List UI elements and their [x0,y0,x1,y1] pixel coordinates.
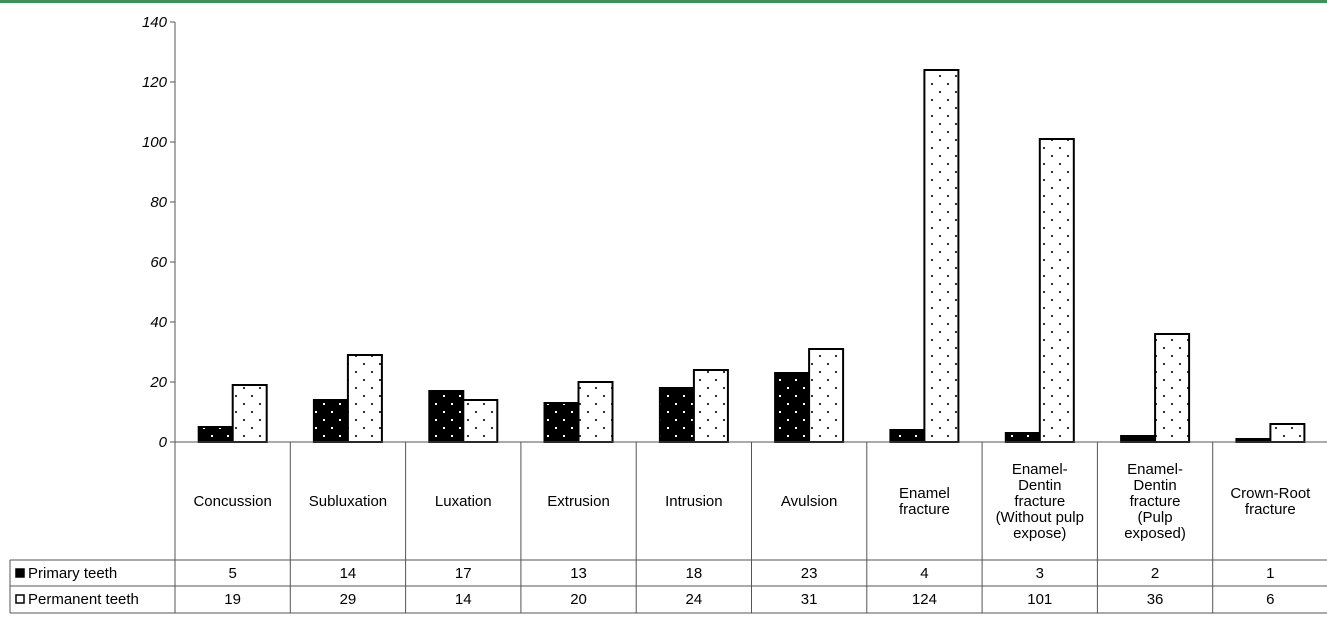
legend-swatch-permanent [15,594,25,604]
table-cell-value: 14 [455,591,472,608]
category-label: Avulsion [781,493,837,510]
bar-primary [774,372,811,443]
table-cell-value: 17 [455,565,472,582]
bar-primary [543,402,580,443]
table-cell-value: 13 [570,565,587,582]
legend-label: Primary teeth [28,565,117,582]
bar-permanent [923,69,960,443]
table-cell-value: 101 [1027,591,1052,608]
table-cell-value: 18 [686,565,703,582]
category-label: Luxation [435,493,492,510]
y-tick-label: 20 [149,374,167,391]
legend-swatch-primary [15,568,25,578]
table-cell-value: 124 [912,591,937,608]
top-rule [0,0,1327,3]
bar-permanent [231,384,268,443]
bar-primary [889,429,926,443]
bar-permanent [346,354,383,443]
category-label: Crown-Root fracture [1230,485,1311,518]
y-tick-label: 100 [142,134,168,151]
table-cell-value: 4 [920,565,928,582]
bar-primary [428,390,465,443]
bar-permanent [577,381,614,443]
bar-primary [312,399,349,443]
table-cell-value: 14 [340,565,357,582]
bar-permanent [692,369,729,443]
category-label: Enamel-Dentin fracture (Without pulp expose… [996,461,1084,542]
y-tick-label: 80 [150,194,167,211]
bars [197,69,1306,443]
table-cell-value: 19 [224,591,241,608]
table-cell-value: 20 [570,591,587,608]
table-cell-value: 31 [801,591,818,608]
bar-permanent [1269,423,1306,443]
bar-permanent [1154,333,1191,443]
table-cell-value: 29 [340,591,357,608]
y-tick-label: 60 [150,254,167,271]
y-tick-label: 40 [150,314,167,331]
bar-permanent [1038,138,1075,443]
category-label: Enamel fracture [899,485,950,518]
table-cell-value: 36 [1147,591,1164,608]
y-tick-label: 120 [142,74,168,91]
table-cell-value: 5 [228,565,236,582]
bar-primary [1004,432,1041,443]
bar-primary [658,387,695,443]
table-cell-value: 6 [1266,591,1274,608]
y-tick-label: 140 [142,14,168,31]
category-label: Intrusion [665,493,723,510]
table-cell-value: 24 [686,591,703,608]
bar-primary [1120,435,1157,443]
bar-permanent [462,399,499,443]
table-cell-value: 2 [1151,565,1159,582]
bar-primary [197,426,234,443]
bar-permanent [808,348,845,443]
data-table: Concussion Subluxation Luxation Extrusion In… [9,441,1327,614]
legend-label: Permanent teeth [28,591,139,608]
y-tick-label: 0 [159,434,168,451]
table-cell-value: 23 [801,565,818,582]
table-cell-value: 1 [1266,565,1274,582]
category-label: Enamel-Dentin fracture (Pulp exposed) [1124,461,1186,542]
table-cell-value: 3 [1036,565,1044,582]
y-axis: 0 20 40 60 80 100 120 140 [142,14,176,451]
category-label: Concussion [193,493,271,510]
category-label: Extrusion [547,493,610,510]
category-label: Subluxation [309,493,387,510]
